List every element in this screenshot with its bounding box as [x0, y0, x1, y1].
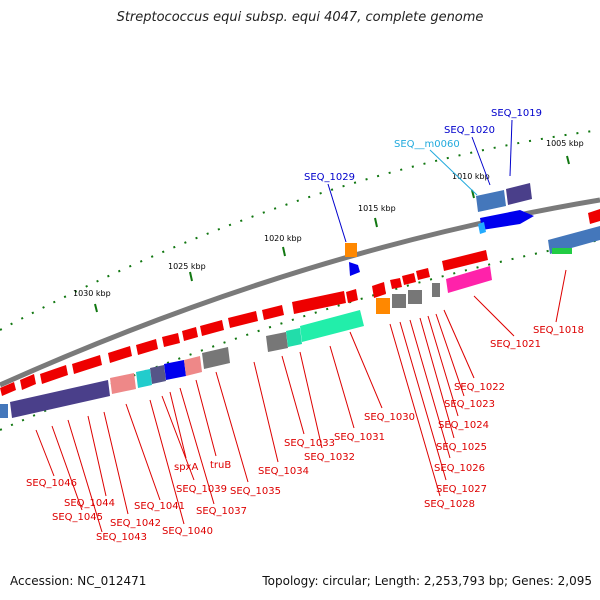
label-seq-1029: SEQ_1029: [304, 172, 355, 183]
tick-label-1010: 1010 kbp: [452, 172, 490, 181]
label-seq-1041: SEQ_1041: [134, 501, 185, 512]
label-seq-1019: SEQ_1019: [491, 108, 542, 119]
tick-label-1030: 1030 kbp: [73, 289, 111, 298]
label-seq-1034: SEQ_1034: [258, 466, 309, 477]
label-seq-1033: SEQ_1033: [284, 438, 335, 449]
topology-text: Topology: circular; Length: 2,253,793 bp…: [262, 574, 592, 588]
label-seq-1044: SEQ_1044: [64, 498, 115, 509]
label-seq-1043: SEQ_1043: [96, 532, 147, 543]
label-seq-1040: SEQ_1040: [162, 526, 213, 537]
upper-features: [345, 183, 534, 276]
label-seq-1025: SEQ_1025: [436, 442, 487, 453]
reverse-cds-track: [0, 226, 600, 418]
label-seq-1018: SEQ_1018: [533, 325, 584, 336]
label-trub: truB: [210, 460, 231, 471]
tick-label-1005: 1005 kbp: [546, 139, 584, 148]
label-seq-1030: SEQ_1030: [364, 412, 415, 423]
map-title: Streptococcus equi subsp. equi 4047, com…: [116, 10, 484, 25]
label-seq-1037: SEQ_1037: [196, 506, 247, 517]
accession-text: Accession: NC_012471: [10, 574, 147, 588]
tick-label-1015: 1015 kbp: [358, 204, 396, 213]
label-seq-1024: SEQ_1024: [438, 420, 489, 431]
tick-label-1025: 1025 kbp: [168, 262, 206, 271]
tick-label-1020: 1020 kbp: [264, 234, 302, 243]
forward-cds-track: [0, 209, 600, 396]
label-seq-1039: SEQ_1039: [176, 484, 227, 495]
label-seq-1021: SEQ_1021: [490, 339, 541, 350]
label-seq-m0060: SEQ__m0060: [394, 139, 460, 150]
label-seq-1022: SEQ_1022: [454, 382, 505, 393]
label-seq-1035: SEQ_1035: [230, 486, 281, 497]
label-seq-1027: SEQ_1027: [436, 484, 487, 495]
label-seq-1020: SEQ_1020: [444, 125, 495, 136]
leader-lines: [35, 119, 567, 533]
label-seq-1045: SEQ_1045: [52, 512, 103, 523]
label-seq-1023: SEQ_1023: [444, 399, 495, 410]
label-spxa: spxA: [174, 462, 198, 473]
scale-ring: [0, 129, 600, 331]
label-seq-1028: SEQ_1028: [424, 499, 475, 510]
label-seq-1032: SEQ_1032: [304, 452, 355, 463]
label-seq-1046: SEQ_1046: [26, 478, 77, 489]
label-seq-1042: SEQ_1042: [110, 518, 161, 529]
label-seq-1031: SEQ_1031: [334, 432, 385, 443]
feature-labels: SEQ_1019 SEQ_1020 SEQ__m0060 SEQ_1029 SE…: [26, 108, 584, 543]
label-seq-1026: SEQ_1026: [434, 463, 485, 474]
